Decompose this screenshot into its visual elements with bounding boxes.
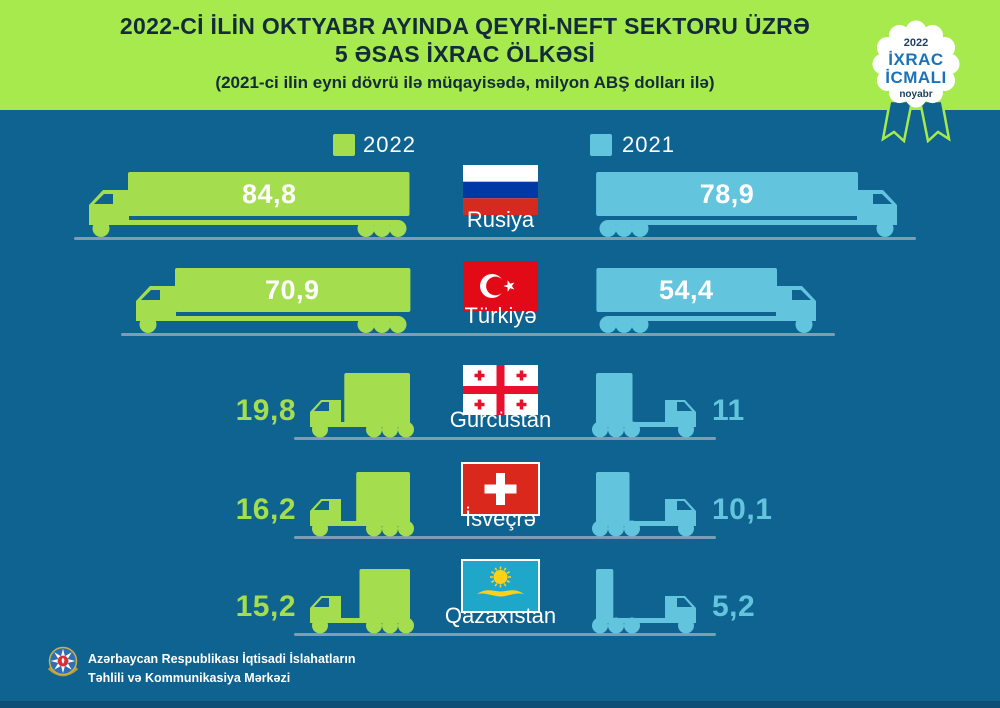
seal-icon bbox=[868, 16, 964, 117]
ribbon-tails-icon bbox=[881, 101, 951, 143]
road-line bbox=[294, 437, 716, 440]
value-2021-switzerland: 10,1 bbox=[712, 493, 773, 526]
truck-2022-switzerland bbox=[304, 471, 415, 537]
flag-georgia bbox=[463, 365, 538, 415]
truck-2022-georgia bbox=[304, 372, 415, 438]
organization-name: Azərbaycan Respublikası İqtisadi İslahat… bbox=[88, 650, 355, 688]
value-2021-turkey: 54,4 bbox=[659, 275, 714, 305]
legend-label-2021: 2021 bbox=[622, 132, 675, 157]
country-label-georgia: Gürcüstan bbox=[449, 407, 552, 432]
country-label-kazakhstan: Qazaxıstan bbox=[444, 603, 557, 628]
flag-russia bbox=[463, 165, 538, 215]
award-badge: 2022 İXRAC İCMALI noyabr bbox=[868, 16, 964, 143]
truck-2021-turkey bbox=[596, 266, 822, 334]
value-2022-kazakhstan: 15,2 bbox=[235, 590, 296, 623]
title-line-2: 5 ƏSAS İXRAC ÖLKƏSİ bbox=[334, 41, 596, 67]
truck-2022-russia bbox=[84, 170, 411, 238]
value-2022-russia: 84,8 bbox=[241, 179, 297, 209]
badge-year: 2022 bbox=[903, 37, 929, 49]
value-2022-georgia: 19,8 bbox=[235, 394, 296, 427]
road-line bbox=[294, 633, 716, 636]
country-label-turkey: Türkiyə bbox=[464, 303, 537, 328]
value-2021-russia: 78,9 bbox=[699, 179, 755, 209]
organization-line-1: Azərbaycan Respublikası İqtisadi İslahat… bbox=[88, 652, 356, 666]
legend-label-2022: 2022 bbox=[363, 132, 416, 157]
header: 2022-Cİ İLİN OKTYABR AYINDA QEYRİ-NEFT S… bbox=[0, 0, 1000, 110]
legend-swatch-2021 bbox=[590, 134, 612, 156]
value-2022-turkey: 70,9 bbox=[265, 275, 320, 305]
subtitle: (2021-ci ilin eyni dövrü ilə müqayisədə,… bbox=[215, 73, 715, 92]
road-line bbox=[294, 536, 716, 539]
value-2022-switzerland: 16,2 bbox=[235, 493, 296, 526]
flag-kazakhstan bbox=[463, 561, 538, 611]
truck-2021-russia bbox=[596, 170, 903, 238]
value-2021-kazakhstan: 5,2 bbox=[712, 590, 756, 623]
flag-switzerland bbox=[463, 464, 538, 514]
badge-month: noyabr bbox=[899, 89, 933, 100]
title-line-1: 2022-Cİ İLİN OKTYABR AYINDA QEYRİ-NEFT S… bbox=[119, 13, 811, 39]
truck-2021-switzerland bbox=[592, 471, 703, 537]
badge-title-line-2: İCMALI bbox=[885, 68, 947, 87]
legend-swatch-2022 bbox=[333, 134, 355, 156]
value-2021-georgia: 11 bbox=[712, 394, 745, 427]
badge-title-line-1: İXRAC bbox=[888, 50, 944, 69]
flag-turkey bbox=[463, 261, 538, 311]
truck-2022-kazakhstan bbox=[304, 568, 415, 634]
road-line bbox=[74, 237, 916, 240]
truck-2022-turkey bbox=[131, 266, 411, 334]
azerbaijan-emblem-icon bbox=[46, 645, 80, 683]
truck-2021-georgia bbox=[592, 372, 703, 438]
country-label-switzerland: İsveçrə bbox=[465, 506, 536, 531]
road-line bbox=[120, 333, 835, 336]
organization-line-2: Təhlili və Kommunikasiya Mərkəzi bbox=[88, 671, 291, 685]
country-label-russia: Rusiya bbox=[466, 207, 535, 232]
bottom-strip bbox=[0, 701, 1000, 708]
truck-2021-kazakhstan bbox=[592, 568, 703, 634]
